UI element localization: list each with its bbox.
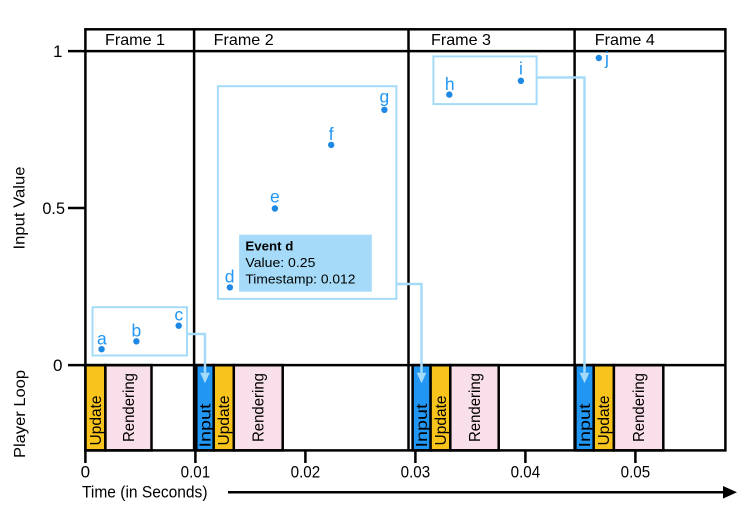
svg-text:Frame 4: Frame 4: [595, 32, 655, 49]
svg-text:1: 1: [53, 42, 62, 61]
svg-text:Update: Update: [216, 396, 233, 446]
svg-text:h: h: [445, 74, 455, 94]
svg-text:Timestamp: 0.012: Timestamp: 0.012: [245, 272, 355, 287]
svg-text:0.04: 0.04: [511, 463, 541, 482]
svg-text:Input: Input: [197, 403, 214, 448]
svg-text:Rendering: Rendering: [631, 373, 648, 442]
svg-text:0.01: 0.01: [181, 463, 211, 482]
svg-text:Event d: Event d: [245, 239, 293, 254]
svg-text:Update: Update: [596, 396, 613, 446]
svg-text:Time (in Seconds): Time (in Seconds): [82, 484, 208, 502]
svg-text:Input Value: Input Value: [12, 166, 29, 249]
svg-text:Rendering: Rendering: [467, 373, 484, 442]
svg-text:0: 0: [53, 356, 62, 375]
svg-text:Update: Update: [433, 396, 450, 446]
svg-text:f: f: [329, 124, 334, 144]
svg-text:0.5: 0.5: [42, 199, 65, 218]
svg-text:Frame 2: Frame 2: [214, 32, 274, 49]
svg-text:a: a: [97, 328, 107, 348]
svg-text:Update: Update: [88, 396, 105, 446]
svg-text:Rendering: Rendering: [121, 373, 138, 442]
svg-text:Player Loop: Player Loop: [12, 370, 29, 458]
svg-text:0: 0: [81, 463, 90, 482]
svg-text:0.05: 0.05: [621, 463, 651, 482]
svg-text:g: g: [380, 86, 390, 106]
svg-text:i: i: [519, 58, 523, 78]
svg-text:c: c: [174, 305, 183, 325]
svg-text:Input: Input: [414, 403, 431, 448]
svg-text:Input: Input: [577, 403, 594, 448]
svg-text:0.03: 0.03: [401, 463, 431, 482]
svg-text:j: j: [604, 49, 609, 69]
svg-text:b: b: [132, 321, 142, 341]
svg-text:Value: 0.25: Value: 0.25: [245, 255, 315, 270]
svg-text:Rendering: Rendering: [251, 373, 268, 442]
svg-text:e: e: [270, 187, 280, 207]
svg-text:Frame 3: Frame 3: [431, 32, 491, 49]
svg-text:0.02: 0.02: [291, 463, 321, 482]
svg-text:d: d: [225, 267, 235, 287]
svg-text:Frame 1: Frame 1: [105, 32, 165, 49]
